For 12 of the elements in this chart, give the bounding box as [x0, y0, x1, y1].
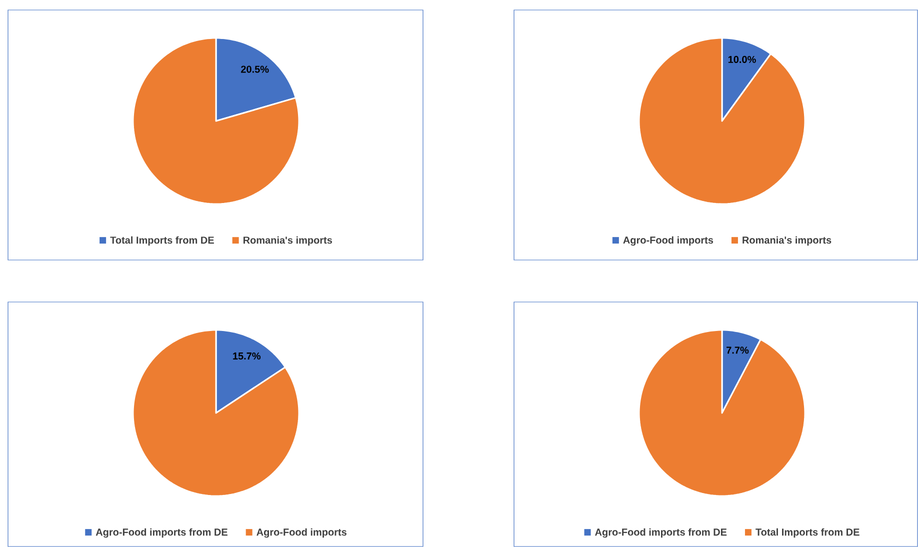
data-label: 10.0% — [728, 56, 756, 63]
data-label: 15.7% — [233, 352, 261, 360]
legend-label: Agro-Food imports from DE — [96, 528, 228, 538]
legend-label: Total Imports from DE — [756, 528, 860, 538]
legend-label: Romania's imports — [742, 236, 832, 246]
legend-label: Romania's imports — [244, 236, 332, 246]
legend-label: Agro-Food imports — [623, 236, 714, 246]
data-label: 20.5% — [241, 66, 269, 73]
legend-label: Agro-Food imports — [256, 528, 346, 538]
legend-label: Agro-Food imports from DE — [595, 528, 727, 538]
data-label: 7.7% — [726, 346, 749, 354]
legend-label: Total Imports from DE — [110, 236, 214, 246]
